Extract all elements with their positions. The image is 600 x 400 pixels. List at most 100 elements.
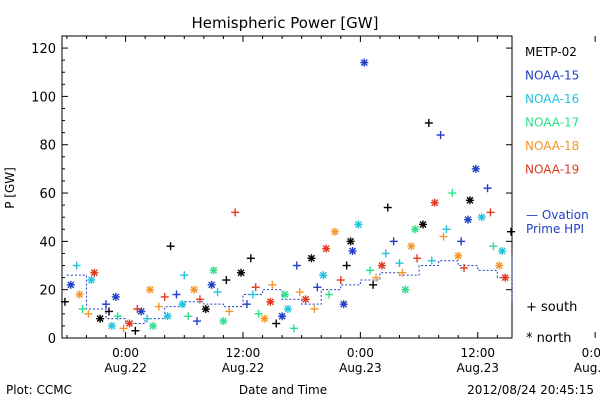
- data-point-south: [154, 302, 163, 311]
- x-tick-time-label: 12:00: [226, 346, 261, 360]
- y-tick-label: 80: [39, 139, 56, 154]
- data-point-north: [75, 290, 84, 299]
- data-point-north: [454, 251, 463, 260]
- data-point-south: [342, 261, 351, 270]
- data-point-south: [369, 280, 378, 289]
- data-point-north: [96, 314, 105, 323]
- data-point-north: [501, 273, 510, 282]
- data-point-south: [231, 208, 240, 217]
- data-point-south: [78, 305, 87, 314]
- data-point-north: [260, 314, 269, 323]
- plot-frame: [61, 35, 513, 339]
- x-tick-date-label: Aug.23: [457, 361, 500, 375]
- x-tick-time-label: 0:00: [112, 346, 139, 360]
- data-point-north: [471, 164, 480, 173]
- plot-area: 0204060801001200:00Aug.2212:00Aug.220:00…: [31, 35, 600, 375]
- data-point-south: [460, 263, 469, 272]
- data-point-south: [104, 307, 113, 316]
- x-tick-time-label: 12:00: [460, 346, 495, 360]
- data-point-south: [195, 295, 204, 304]
- legend: METP-02 NOAA-15 NOAA-16 NOAA-17 NOAA-18 NOAA-…: [525, 45, 589, 346]
- data-point-north: [498, 247, 507, 256]
- data-point-south: [427, 256, 436, 265]
- legend-entry-series: NOAA-19: [525, 163, 579, 177]
- data-point-north: [66, 280, 75, 289]
- data-point-north: [266, 297, 275, 306]
- data-point-north: [354, 220, 363, 229]
- data-point-north: [377, 261, 386, 270]
- data-point-south: [289, 324, 298, 333]
- data-point-south: [180, 271, 189, 280]
- footer-plot-credit: Plot: CCMC: [6, 383, 72, 397]
- y-tick-label: 60: [39, 187, 56, 202]
- data-point-north: [237, 268, 246, 277]
- data-point-south: [172, 290, 181, 299]
- data-point-north: [360, 58, 369, 67]
- data-point-south: [131, 326, 140, 335]
- data-point-north: [407, 242, 416, 251]
- ovation-hpi-line: [66, 253, 513, 325]
- legend-entry-series: NOAA-17: [525, 116, 579, 130]
- legend-marker-south: + south: [526, 300, 577, 315]
- x-tick-time-label: 0:00: [347, 346, 374, 360]
- data-point-north: [418, 220, 427, 229]
- y-tick-label: 100: [31, 90, 56, 105]
- data-point-north: [178, 300, 187, 309]
- data-point-south: [193, 317, 201, 326]
- data-point-north: [430, 198, 439, 207]
- data-point-south: [424, 118, 433, 127]
- data-point-north: [278, 312, 287, 321]
- data-point-north: [219, 317, 228, 326]
- legend-entry-series: METP-02: [525, 45, 577, 59]
- data-point-south: [160, 292, 169, 301]
- data-point-north: [148, 321, 157, 330]
- data-point-north: [283, 305, 292, 314]
- data-point-south: [84, 309, 93, 318]
- x-tick-date-label: Aug.23: [339, 361, 382, 375]
- y-tick-label: 0: [48, 332, 56, 347]
- data-point-north: [307, 254, 316, 263]
- data-point-north: [401, 285, 410, 294]
- data-point-south: [60, 297, 69, 306]
- data-point-south: [310, 305, 319, 314]
- x-tick-time-label: 0:00: [582, 346, 600, 360]
- data-point-south: [184, 312, 193, 321]
- x-tick-date-label: Aug.22: [222, 361, 265, 375]
- data-point-south: [483, 184, 492, 193]
- legend-entry-series: NOAA-18: [525, 139, 579, 153]
- legend-marker-north: * north: [526, 331, 572, 346]
- data-point-south: [113, 312, 122, 321]
- data-point-south: [507, 227, 516, 236]
- data-point-south: [248, 290, 257, 299]
- data-point-south: [254, 309, 263, 318]
- legend-ovation-label: Prime HPI: [526, 222, 584, 236]
- legend-entry-series: NOAA-16: [525, 92, 579, 106]
- legend-entry-series: NOAA-15: [525, 69, 579, 83]
- data-point-south: [366, 266, 375, 275]
- data-point-south: [486, 208, 495, 217]
- data-point-south: [389, 237, 398, 246]
- data-point-south: [292, 261, 301, 270]
- data-point-south: [383, 203, 392, 212]
- data-point-south: [489, 242, 498, 251]
- data-point-north: [319, 271, 328, 280]
- data-point-south: [436, 131, 445, 140]
- chart-title: Hemispheric Power [GW]: [192, 14, 379, 32]
- data-point-south: [398, 268, 407, 277]
- data-point-south: [251, 283, 260, 292]
- data-point-south: [457, 237, 466, 246]
- data-point-north: [301, 295, 310, 304]
- data-point-south: [119, 324, 128, 333]
- data-point-north: [477, 213, 486, 222]
- data-point-north: [346, 237, 355, 246]
- data-point-south: [102, 300, 111, 309]
- data-point-south: [372, 273, 381, 282]
- data-point-south: [439, 232, 448, 241]
- x-tick-date-label: Aug.22: [104, 361, 147, 375]
- data-point-north: [465, 196, 474, 205]
- data-point-south: [213, 288, 222, 297]
- data-point-north: [90, 268, 99, 277]
- y-tick-label: 20: [39, 284, 56, 299]
- y-tick-label: 40: [39, 235, 56, 250]
